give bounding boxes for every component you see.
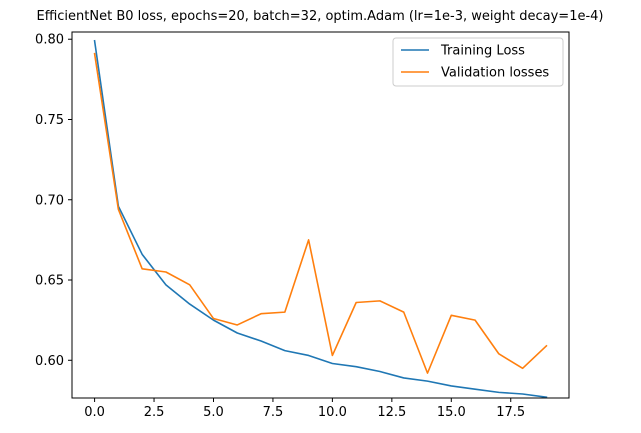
legend-box xyxy=(392,37,564,87)
legend-label: Validation losses xyxy=(441,66,549,81)
y-axis: 0.60 0.65 0.70 0.75 0.80 xyxy=(35,33,72,369)
x-tick-label: 10.0 xyxy=(318,405,347,420)
x-tick-label: 15.0 xyxy=(437,405,466,420)
y-tick-label: 0.65 xyxy=(35,274,64,289)
x-axis: 0.0 2.5 5.0 7.5 10.0 12.5 15.0 17.5 xyxy=(84,398,525,420)
series-line-training-loss xyxy=(93,39,548,399)
x-tick-label: 0.0 xyxy=(84,405,105,420)
x-tick-label: 2.5 xyxy=(144,405,165,420)
y-tick-label: 0.80 xyxy=(35,33,64,48)
y-tick-label: 0.75 xyxy=(35,113,64,128)
x-tick-label: 17.5 xyxy=(496,405,525,420)
x-tick-label: 12.5 xyxy=(377,405,406,420)
series-line-validation-losses xyxy=(93,52,548,374)
axes-frame xyxy=(71,31,570,399)
y-tick-label: 0.60 xyxy=(35,354,64,369)
plot-area xyxy=(93,39,548,399)
x-tick-label: 7.5 xyxy=(263,405,284,420)
y-tick-label: 0.70 xyxy=(35,193,64,208)
x-tick-label: 5.0 xyxy=(203,405,224,420)
legend-label: Training Loss xyxy=(440,44,525,59)
chart-title: EfficientNet B0 loss, epochs=20, batch=3… xyxy=(36,9,603,24)
legend: Training Loss Validation losses xyxy=(392,37,564,87)
